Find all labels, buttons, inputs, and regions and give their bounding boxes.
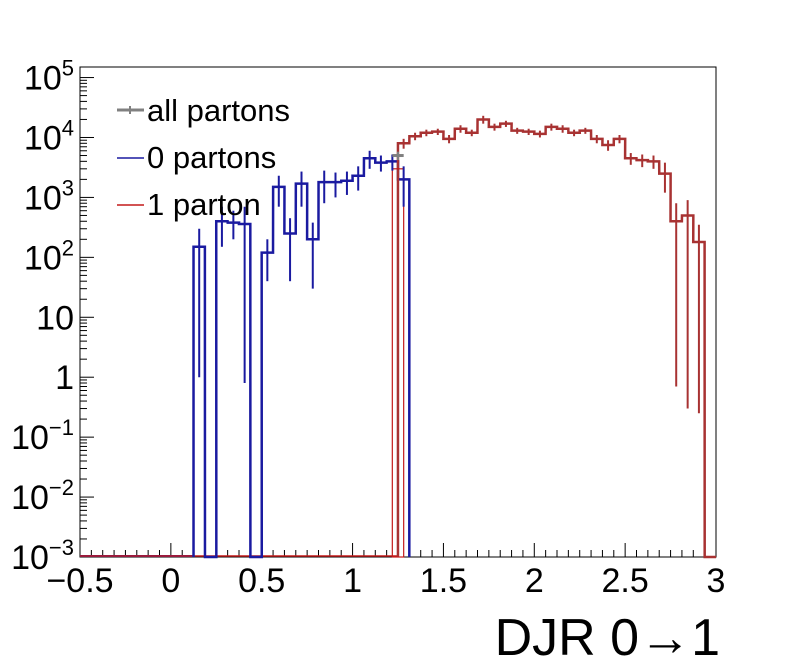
legend-label-0-partons: 0 partons: [147, 140, 276, 175]
x-tick-label: 2.5: [602, 562, 649, 600]
y-tick-label: 105: [24, 56, 74, 98]
x-tick-label: −0.5: [46, 562, 113, 600]
x-tick-label: 2: [525, 562, 544, 600]
legend-label-1-parton: 1 parton: [147, 187, 261, 222]
legend-label-all-partons: all partons: [147, 93, 290, 128]
y-tick-label: 10−1: [11, 415, 74, 457]
x-tick-label: 1: [343, 562, 362, 600]
bar-1-parton-low: [391, 168, 405, 558]
y-tick-label: 1: [55, 359, 74, 397]
error-bars: [198, 115, 700, 414]
y-tick-labels: 10−3 10−2 10−1 1 10 102 103 104 105: [11, 56, 74, 577]
histogram-series: [80, 118, 717, 559]
x-tick-label: 1.5: [420, 562, 467, 600]
x-tick-label: 0: [161, 562, 180, 600]
y-tick-label: 10−2: [11, 475, 74, 517]
y-tick-label: 10−3: [11, 535, 74, 577]
x-tick-label: 0.5: [238, 562, 285, 600]
y-tick-label: 10: [36, 299, 74, 337]
x-axis-title: DJR 0→1: [495, 609, 720, 667]
legend: all partons 0 partons 1 parton: [117, 93, 290, 222]
y-tick-label: 104: [24, 115, 74, 157]
series-1-parton: [396, 118, 717, 559]
x-tick-label: 3: [707, 562, 726, 600]
x-tick-labels: −0.5 0 0.5 1 1.5 2 2.5 3: [46, 562, 725, 600]
y-tick-label: 103: [24, 175, 74, 217]
y-tick-label: 102: [24, 235, 74, 277]
